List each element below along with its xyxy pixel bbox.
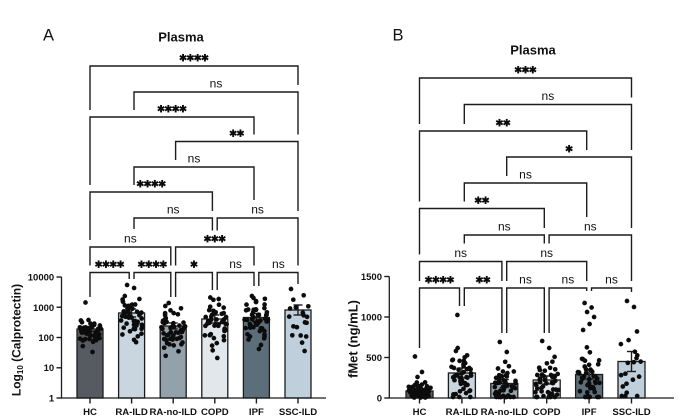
svg-text:100: 100: [38, 333, 54, 344]
svg-text:RA-ILD: RA-ILD: [446, 407, 479, 418]
svg-text:COPD: COPD: [533, 407, 561, 418]
svg-text:0: 0: [377, 394, 382, 405]
svg-text:1500: 1500: [361, 272, 382, 283]
svg-text:ns: ns: [605, 273, 618, 287]
svg-text:ns: ns: [498, 220, 511, 234]
svg-text:RA-no-ILD: RA-no-ILD: [149, 407, 196, 418]
svg-text:HC: HC: [83, 407, 97, 418]
svg-text:SSC-ILD: SSC-ILD: [279, 407, 317, 418]
svg-text:ns: ns: [251, 203, 264, 217]
svg-text:ns: ns: [540, 246, 553, 260]
svg-text:HC: HC: [413, 407, 427, 418]
svg-text:Log10 (Calprotectin): Log10 (Calprotectin): [10, 284, 26, 396]
svg-text:ns: ns: [519, 273, 532, 287]
svg-text:10: 10: [44, 363, 55, 374]
svg-text:ns: ns: [167, 203, 180, 217]
svg-text:ns: ns: [188, 152, 201, 166]
svg-text:1000: 1000: [361, 313, 382, 324]
svg-text:IPF: IPF: [582, 407, 597, 418]
svg-text:RA-no-ILD: RA-no-ILD: [481, 407, 528, 418]
svg-text:10000: 10000: [28, 273, 54, 284]
svg-text:ns: ns: [584, 220, 597, 234]
svg-text:COPD: COPD: [201, 407, 229, 418]
svg-text:A: A: [43, 27, 54, 45]
svg-text:ns: ns: [272, 257, 285, 271]
svg-text:SSC-ILD: SSC-ILD: [612, 407, 650, 418]
svg-text:ns: ns: [454, 246, 467, 260]
svg-text:1000: 1000: [33, 303, 54, 314]
svg-text:IPF: IPF: [249, 407, 264, 418]
svg-text:ns: ns: [229, 257, 242, 271]
svg-text:ns: ns: [562, 273, 575, 287]
svg-text:1: 1: [49, 394, 55, 405]
svg-text:Plasma: Plasma: [510, 43, 556, 58]
svg-text:Plasma: Plasma: [158, 30, 204, 45]
svg-text:ns: ns: [542, 89, 555, 103]
svg-text:ns: ns: [210, 77, 223, 91]
svg-text:ns: ns: [519, 168, 532, 182]
svg-text:RA-ILD: RA-ILD: [115, 407, 148, 418]
svg-text:500: 500: [366, 353, 382, 364]
svg-text:ns: ns: [124, 232, 137, 246]
svg-text:fMet (ng/mL): fMet (ng/mL): [345, 300, 360, 378]
svg-text:B: B: [393, 27, 404, 45]
